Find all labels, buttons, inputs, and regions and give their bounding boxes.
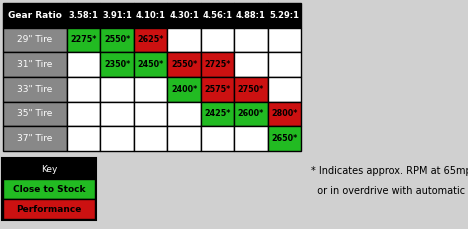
Text: 2550*: 2550*	[104, 35, 130, 44]
Bar	[268, 102, 301, 126]
Text: 35" Tire: 35" Tire	[17, 109, 53, 118]
Bar	[3, 28, 67, 52]
Text: Close to Stock: Close to Stock	[13, 185, 86, 194]
Bar	[201, 3, 234, 28]
Bar	[168, 52, 201, 77]
Bar	[168, 77, 201, 102]
Bar	[201, 102, 234, 126]
Text: 2350*: 2350*	[104, 60, 130, 69]
Bar	[3, 3, 67, 28]
Bar	[134, 126, 168, 151]
Text: 4.30:1: 4.30:1	[169, 11, 199, 20]
Bar	[2, 158, 96, 220]
Text: 2275*: 2275*	[71, 35, 97, 44]
Text: 4.10:1: 4.10:1	[136, 11, 166, 20]
Bar	[234, 102, 268, 126]
Text: 2575*: 2575*	[205, 85, 231, 94]
Bar	[168, 126, 201, 151]
Bar	[268, 77, 301, 102]
Text: 5.29:1: 5.29:1	[269, 11, 300, 20]
Bar	[134, 77, 168, 102]
Bar	[101, 126, 134, 151]
Text: 31" Tire: 31" Tire	[17, 60, 53, 69]
Bar	[234, 126, 268, 151]
Text: 4.88:1: 4.88:1	[236, 11, 266, 20]
Text: 33" Tire: 33" Tire	[17, 85, 53, 94]
Bar	[168, 28, 201, 52]
Text: 3.91:1: 3.91:1	[102, 11, 132, 20]
Bar	[201, 52, 234, 77]
Bar	[201, 28, 234, 52]
Bar	[67, 28, 101, 52]
Bar	[3, 199, 95, 219]
Text: 2600*: 2600*	[238, 109, 264, 118]
Bar	[234, 28, 268, 52]
Bar	[101, 52, 134, 77]
Text: 4.56:1: 4.56:1	[202, 11, 233, 20]
Bar	[134, 28, 168, 52]
Text: or in overdrive with automatic transmission.: or in overdrive with automatic transmiss…	[311, 186, 468, 196]
Bar	[3, 159, 95, 179]
Bar	[101, 3, 134, 28]
Text: 2750*: 2750*	[238, 85, 264, 94]
Bar	[67, 102, 101, 126]
Bar	[234, 52, 268, 77]
Text: 2425*: 2425*	[204, 109, 231, 118]
Text: Key: Key	[41, 164, 58, 174]
Bar	[3, 179, 95, 199]
Bar	[3, 102, 67, 126]
Bar	[134, 52, 168, 77]
Bar	[101, 28, 134, 52]
Bar	[3, 77, 67, 102]
Text: * Indicates approx. RPM at 65mph in 5th gear: * Indicates approx. RPM at 65mph in 5th …	[311, 166, 468, 176]
Bar	[67, 3, 101, 28]
Bar	[268, 3, 301, 28]
Bar	[3, 126, 67, 151]
Bar	[168, 102, 201, 126]
Bar	[268, 28, 301, 52]
Text: 2625*: 2625*	[138, 35, 164, 44]
Bar	[234, 77, 268, 102]
Text: Gear Ratio: Gear Ratio	[8, 11, 62, 20]
Text: 2400*: 2400*	[171, 85, 197, 94]
Text: 37" Tire: 37" Tire	[17, 134, 53, 143]
Bar	[268, 52, 301, 77]
Bar	[101, 102, 134, 126]
Bar	[134, 102, 168, 126]
Text: 3.58:1: 3.58:1	[69, 11, 99, 20]
Bar	[101, 77, 134, 102]
Text: 2800*: 2800*	[271, 109, 298, 118]
Bar	[234, 3, 268, 28]
Bar	[3, 52, 67, 77]
Text: 2725*: 2725*	[204, 60, 231, 69]
Bar	[67, 77, 101, 102]
Text: 2450*: 2450*	[138, 60, 164, 69]
Text: 2650*: 2650*	[271, 134, 298, 143]
Bar	[201, 77, 234, 102]
Bar	[168, 3, 201, 28]
Bar	[134, 3, 168, 28]
Text: Performance: Performance	[16, 204, 82, 213]
Bar	[67, 52, 101, 77]
Bar	[268, 126, 301, 151]
Bar	[67, 126, 101, 151]
Text: 29" Tire: 29" Tire	[17, 35, 53, 44]
Bar	[201, 126, 234, 151]
Text: 2550*: 2550*	[171, 60, 197, 69]
